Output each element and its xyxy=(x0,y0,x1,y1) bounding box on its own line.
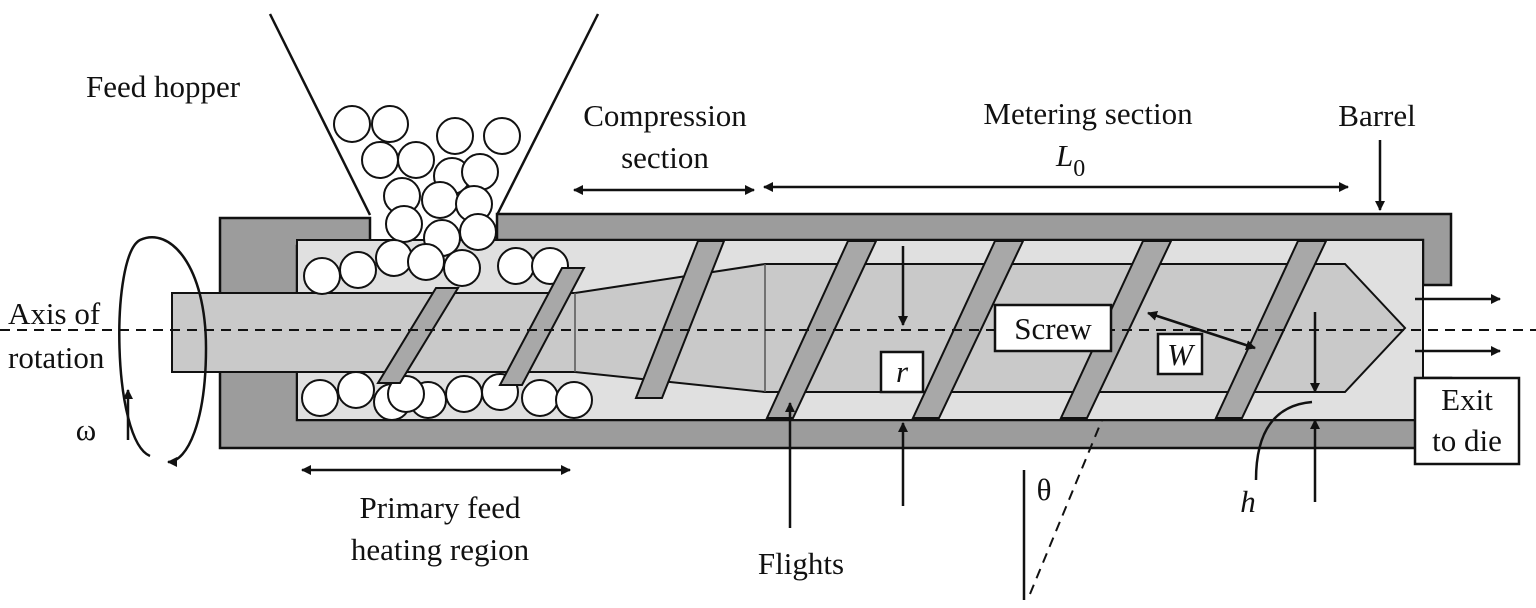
pellet xyxy=(483,117,521,155)
radius-label: r xyxy=(896,354,909,389)
barrel-label: Barrel xyxy=(1338,98,1415,133)
pellet xyxy=(521,379,559,417)
compression-label-2: section xyxy=(621,140,709,175)
screw-label: Screw xyxy=(1014,311,1092,346)
exit-label-2: to die xyxy=(1432,423,1502,458)
pellet xyxy=(443,249,481,287)
pellet xyxy=(436,117,474,155)
height-leader xyxy=(1254,400,1313,481)
primary-feed-label-2: heating region xyxy=(351,532,530,567)
primary-feed-label: Primary feed xyxy=(360,490,521,525)
pellet xyxy=(407,243,445,281)
flight xyxy=(911,240,1025,419)
height-label: h xyxy=(1240,484,1256,519)
width-arrow xyxy=(1147,311,1256,350)
pellet xyxy=(555,381,593,419)
feed-hopper-label: Feed hopper xyxy=(86,69,241,104)
metering-label: Metering section xyxy=(983,96,1193,131)
length-label: L0 xyxy=(1055,138,1085,182)
screw-flights xyxy=(376,240,1328,419)
omega-label: ω xyxy=(76,412,96,447)
pellet xyxy=(421,181,459,219)
exit-label: Exit xyxy=(1441,382,1493,417)
compression-label: Compression xyxy=(583,98,747,133)
pellet xyxy=(371,105,409,143)
pellet xyxy=(497,247,535,285)
pellet xyxy=(337,371,375,409)
pellet xyxy=(385,205,423,243)
flights-label: Flights xyxy=(758,546,844,581)
screw-label-box xyxy=(993,303,1113,353)
axis-label-2: rotation xyxy=(8,340,105,375)
flight xyxy=(498,267,586,386)
radius-label-box xyxy=(879,350,925,394)
pellet xyxy=(375,239,413,277)
axis-label: Axis of xyxy=(8,296,101,331)
pellet xyxy=(361,141,399,179)
width-label-box xyxy=(1156,332,1204,376)
polymer-pellets xyxy=(301,105,593,421)
pellet xyxy=(303,257,341,295)
pellet xyxy=(387,375,425,413)
flight xyxy=(376,287,460,384)
rotation-arrow xyxy=(118,236,208,467)
pellet xyxy=(339,251,377,289)
pellet xyxy=(445,375,483,413)
pellet xyxy=(301,379,339,417)
flight xyxy=(1214,240,1328,419)
feed-hopper xyxy=(268,13,600,216)
flight xyxy=(1059,240,1173,419)
theta-helix-line xyxy=(1029,419,1103,595)
pellet xyxy=(459,213,497,251)
theta-label: θ xyxy=(1037,472,1052,507)
pellet xyxy=(397,141,435,179)
exit-label-box xyxy=(1413,376,1521,466)
pellet xyxy=(333,105,371,143)
pellet xyxy=(461,153,499,191)
width-label: W xyxy=(1167,337,1196,372)
flight xyxy=(634,240,726,399)
